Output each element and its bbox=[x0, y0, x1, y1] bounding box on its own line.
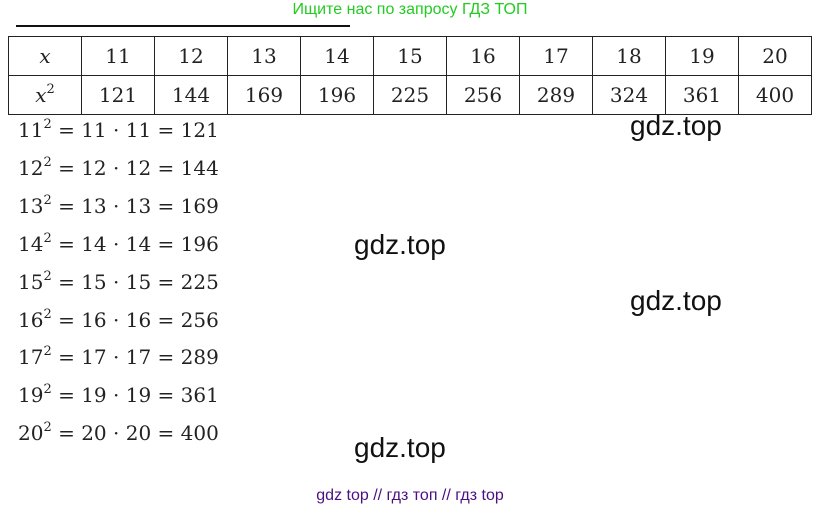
equation-rest: = 17 · 17 = 289 bbox=[51, 345, 219, 369]
equation-line: 152 = 15 · 15 = 225 bbox=[18, 270, 219, 294]
table-cell-x: 20 bbox=[738, 36, 812, 76]
watermark: gdz.top bbox=[630, 110, 722, 141]
table-cell-x-squared: 225 bbox=[373, 75, 447, 115]
equation-line: 192 = 19 · 19 = 361 bbox=[18, 383, 219, 407]
equation-exponent: 2 bbox=[43, 155, 52, 170]
equation-line: 142 = 14 · 14 = 196 bbox=[18, 232, 219, 256]
equation-exponent: 2 bbox=[43, 231, 52, 246]
equation-line: 122 = 12 · 12 = 144 bbox=[18, 156, 219, 180]
table-cell-x: 18 bbox=[592, 36, 666, 76]
equation-base: 14 bbox=[18, 232, 44, 256]
equation-rest: = 15 · 15 = 225 bbox=[51, 270, 219, 294]
table-cell-x-squared: 256 bbox=[446, 75, 520, 115]
table-cell-x: 16 bbox=[446, 36, 520, 76]
table-cell-x: 11 bbox=[81, 36, 155, 76]
watermark: gdz.top bbox=[630, 285, 722, 316]
equation-line: 202 = 20 · 20 = 400 bbox=[18, 421, 219, 445]
equation-rest: = 16 · 16 = 256 bbox=[51, 308, 219, 332]
equation-base: 13 bbox=[18, 194, 44, 218]
equation-exponent: 2 bbox=[43, 269, 52, 284]
equation-rest: = 12 · 12 = 144 bbox=[51, 156, 219, 180]
equation-line: 172 = 17 · 17 = 289 bbox=[18, 345, 219, 369]
equation-line: 162 = 16 · 16 = 256 bbox=[18, 308, 219, 332]
table-cell-x: 15 bbox=[373, 36, 447, 76]
table-cell-x-squared: 361 bbox=[665, 75, 739, 115]
footer-links[interactable]: gdz top // гдз топ // гдз top bbox=[316, 487, 504, 504]
table-cell-x-squared: 289 bbox=[519, 75, 593, 115]
equation-line: 112 = 11 · 11 = 121 bbox=[18, 118, 219, 142]
squares-table: x 11 12 13 14 15 16 17 18 19 20 x2 121 1… bbox=[8, 36, 812, 115]
table-cell-x: 19 bbox=[665, 36, 739, 76]
equation-rest: = 11 · 11 = 121 bbox=[51, 118, 219, 142]
table-cell-x-squared: 196 bbox=[300, 75, 374, 115]
row-label-x-squared: x2 bbox=[8, 75, 82, 115]
equation-exponent: 2 bbox=[43, 193, 52, 208]
equation-rest: = 20 · 20 = 400 bbox=[51, 421, 219, 445]
equation-exponent: 2 bbox=[43, 117, 52, 132]
table-cell-x-squared: 144 bbox=[154, 75, 228, 115]
equation-rest: = 13 · 13 = 169 bbox=[51, 194, 219, 218]
table-cell-x: 13 bbox=[227, 36, 301, 76]
table-cell-x-squared: 169 bbox=[227, 75, 301, 115]
equation-base: 16 bbox=[18, 308, 44, 332]
equation-exponent: 2 bbox=[43, 307, 52, 322]
equation-exponent: 2 bbox=[43, 382, 52, 397]
equation-base: 12 bbox=[18, 156, 44, 180]
equation-line: 132 = 13 · 13 = 169 bbox=[18, 194, 219, 218]
row-label-exponent: 2 bbox=[46, 82, 55, 97]
header-underline bbox=[16, 25, 350, 27]
equation-exponent: 2 bbox=[43, 344, 52, 359]
table-cell-x-squared: 324 bbox=[592, 75, 666, 115]
equation-base: 20 bbox=[18, 421, 44, 445]
table-cell-x: 14 bbox=[300, 36, 374, 76]
table-cell-x: 17 bbox=[519, 36, 593, 76]
equation-base: 11 bbox=[18, 118, 44, 142]
equation-base: 15 bbox=[18, 270, 44, 294]
table-cell-x-squared: 121 bbox=[81, 75, 155, 115]
table-cell-x: 12 bbox=[154, 36, 228, 76]
row-label-x: x bbox=[8, 36, 82, 76]
table-row-x: x 11 12 13 14 15 16 17 18 19 20 bbox=[8, 36, 812, 76]
table-row-x-squared: x2 121 144 169 196 225 256 289 324 361 4… bbox=[8, 75, 812, 115]
equation-rest: = 19 · 19 = 361 bbox=[51, 383, 219, 407]
table-cell-x-squared: 400 bbox=[738, 75, 812, 115]
row-label-base: x bbox=[35, 83, 47, 107]
equation-exponent: 2 bbox=[43, 420, 52, 435]
watermark: gdz.top bbox=[354, 432, 446, 463]
equation-base: 19 bbox=[18, 383, 44, 407]
equation-base: 17 bbox=[18, 345, 44, 369]
watermark: gdz.top bbox=[354, 229, 446, 260]
header-link[interactable]: Ищите нас по запросу ГДЗ ТОП bbox=[292, 1, 528, 18]
equation-rest: = 14 · 14 = 196 bbox=[51, 232, 219, 256]
